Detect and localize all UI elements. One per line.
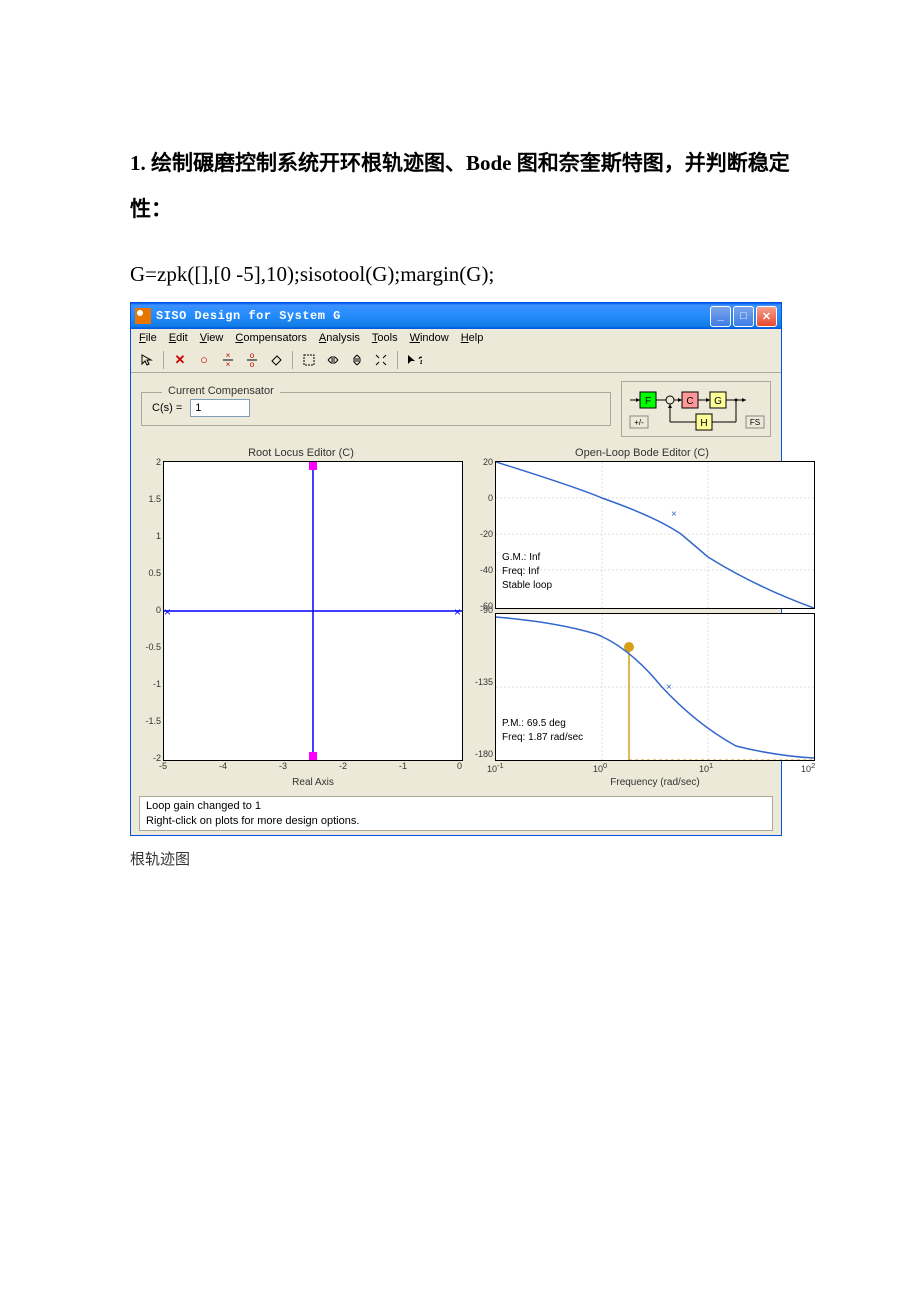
minimize-button[interactable]: _ [710, 306, 731, 327]
svg-text:×: × [226, 352, 231, 360]
compensator-row: Current Compensator C(s) = F C G [131, 373, 781, 445]
menu-compensators[interactable]: Compensators [235, 332, 307, 344]
matlab-icon [135, 308, 151, 324]
block-h-label: H [700, 418, 707, 429]
titlebar[interactable]: SISO Design for System G _ □ ✕ [131, 303, 781, 329]
separator [163, 351, 164, 369]
bode-phase-plot[interactable]: × P.M.: 69.5 deg Freq: 1.87 rad/sec [495, 613, 815, 761]
zoom-x-tool[interactable] [323, 350, 343, 370]
menu-tools[interactable]: Tools [372, 332, 398, 344]
block-g-label: G [714, 396, 722, 407]
gm-text: G.M.: Inf [502, 552, 540, 563]
bode-magnitude-plot[interactable]: × G.M.: Inf Freq: Inf Stable loop [495, 461, 815, 609]
toolbar: ✕ ○ ×× oo ? [131, 347, 781, 373]
menu-view[interactable]: View [200, 332, 224, 344]
gm-freq-text: Freq: Inf [502, 566, 539, 577]
window-title: SISO Design for System G [156, 309, 710, 323]
pm-button-label[interactable]: +/- [634, 418, 644, 427]
zoom-box-tool[interactable] [299, 350, 319, 370]
menu-window[interactable]: Window [410, 332, 449, 344]
bode-xlabel: Frequency (rad/sec) [495, 775, 815, 790]
separator [292, 351, 293, 369]
menu-edit[interactable]: Edit [169, 332, 188, 344]
block-diagram[interactable]: F C G H [621, 381, 771, 437]
plots-area: Root Locus Editor (C) 2 1.5 1 0.5 0 -0.5… [131, 445, 781, 790]
doc-heading: 1. 绘制碾磨控制系统开环根轨迹图、Bode 图和奈奎斯特图，并判断稳定性： [130, 140, 790, 232]
compensator-legend: Current Compensator [162, 385, 280, 397]
o-fraction-tool[interactable]: oo [242, 350, 262, 370]
x-fraction-tool[interactable]: ×× [218, 350, 238, 370]
svg-text:×: × [671, 509, 677, 520]
block-f-label: F [645, 396, 651, 407]
zoom-y-tool[interactable] [347, 350, 367, 370]
svg-text:×: × [164, 605, 171, 619]
rootlocus-plot[interactable]: × × [163, 461, 463, 761]
svg-text:×: × [666, 682, 672, 693]
maximize-button[interactable]: □ [733, 306, 754, 327]
menu-help[interactable]: Help [461, 332, 484, 344]
svg-text:×: × [454, 605, 461, 619]
x-red-tool[interactable]: ✕ [170, 350, 190, 370]
app-window: SISO Design for System G _ □ ✕ File Edit… [130, 302, 782, 836]
status-line1: Loop gain changed to 1 [146, 799, 766, 813]
menubar: File Edit View Compensators Analysis Too… [131, 329, 781, 347]
separator [397, 351, 398, 369]
compensator-fieldset: Current Compensator C(s) = [141, 392, 611, 426]
block-c-label: C [686, 396, 693, 407]
help-tool[interactable]: ? [404, 350, 424, 370]
svg-text:o: o [250, 360, 255, 368]
pointer-tool[interactable] [137, 350, 157, 370]
zoom-full-tool[interactable] [371, 350, 391, 370]
close-button[interactable]: ✕ [756, 306, 777, 327]
svg-text:×: × [226, 360, 231, 368]
figure-caption: 根轨迹图 [130, 848, 790, 869]
compensator-label: C(s) = [152, 402, 182, 414]
status-line2: Right-click on plots for more design opt… [146, 814, 766, 828]
code-line: G=zpk([],[0 -5],10);sisotool(G);margin(G… [130, 262, 790, 287]
pm-freq-text: Freq: 1.87 rad/sec [502, 732, 583, 743]
bode-title: Open-Loop Bode Editor (C) [469, 445, 815, 461]
o-red-tool[interactable]: ○ [194, 350, 214, 370]
compensator-input[interactable] [190, 399, 250, 417]
fs-button-label[interactable]: FS [750, 418, 760, 427]
rootlocus-xlabel: Real Axis [163, 775, 463, 790]
menu-analysis[interactable]: Analysis [319, 332, 360, 344]
status-area: Loop gain changed to 1 Right-click on pl… [139, 796, 773, 831]
svg-text:o: o [250, 352, 255, 360]
svg-text:?: ? [418, 355, 422, 367]
rootlocus-title: Root Locus Editor (C) [139, 445, 463, 461]
eraser-tool[interactable] [266, 350, 286, 370]
stable-text: Stable loop [502, 580, 552, 591]
pm-text: P.M.: 69.5 deg [502, 718, 566, 729]
menu-file[interactable]: File [139, 332, 157, 344]
